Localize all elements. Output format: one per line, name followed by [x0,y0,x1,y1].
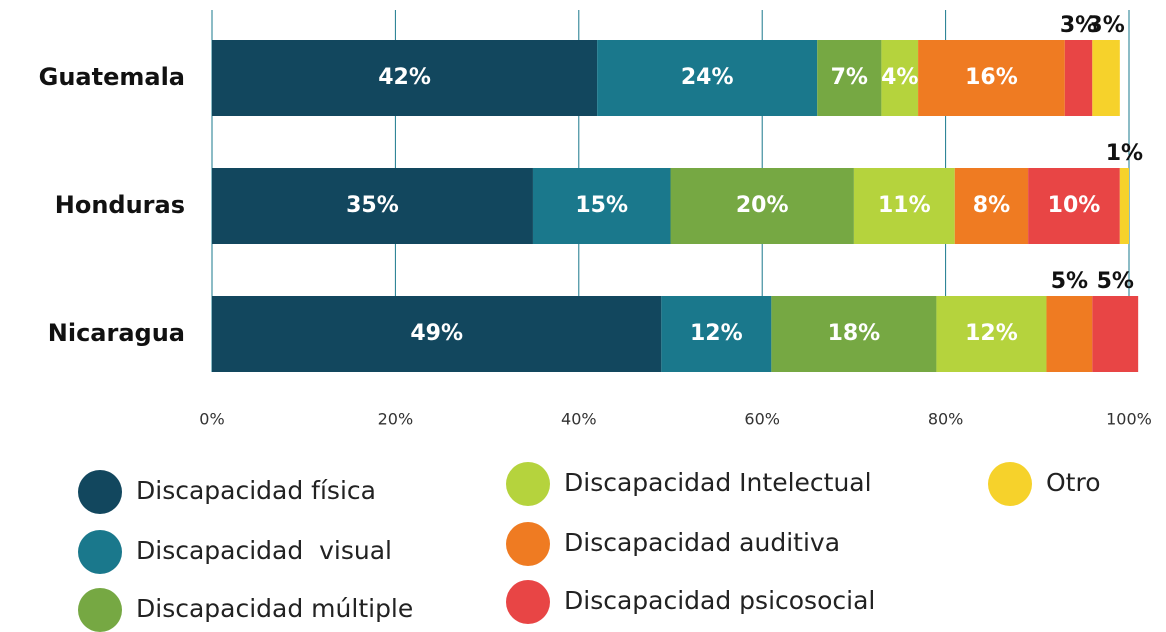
value-label: 12% [690,321,743,346]
bar-segment [1092,296,1139,372]
value-label: 42% [378,65,431,90]
value-label: 35% [346,193,399,218]
bar-segment [670,168,854,244]
legend-swatch [506,522,550,566]
value-label: 15% [575,193,628,218]
value-label: 5% [1097,269,1134,294]
x-tick-label: 60% [744,410,780,429]
bar-segment [1046,296,1093,372]
legend-swatch [78,470,122,514]
value-label: 3% [1060,13,1097,38]
bar-segment [1028,168,1120,244]
bar-segment [954,168,1029,244]
x-tick-label: 40% [561,410,597,429]
bar-segment [1064,40,1093,116]
legend-label: Discapacidad física [136,476,376,505]
legend-label: Discapacidad visual [136,536,392,565]
bar-segment [853,168,955,244]
legend-label: Otro [1046,468,1101,497]
bar-segment [212,296,662,372]
value-label: 3% [1087,13,1124,38]
x-tick-label: 0% [199,410,224,429]
x-tick-label: 80% [928,410,964,429]
value-label: 7% [831,65,868,90]
value-label: 5% [1051,269,1088,294]
bar-segment [918,40,1065,116]
value-label: 1% [1106,141,1143,166]
bar-segment [881,40,919,116]
legend-label: Discapacidad psicosocial [564,586,875,615]
x-tick-label: 20% [378,410,414,429]
value-label: 8% [973,193,1010,218]
category-label: Nicaragua [48,319,185,347]
value-label: 18% [828,321,881,346]
bar-segment [1092,40,1120,116]
legend-label: Discapacidad múltiple [136,594,413,623]
legend-swatch [506,462,550,506]
value-label: 4% [881,65,918,90]
bar-segment [212,168,533,244]
bar-segment [936,296,1047,372]
value-label: 20% [736,193,789,218]
bar-segment [1119,168,1129,244]
legend-label: Discapacidad auditiva [564,528,840,557]
value-label: 24% [681,65,734,90]
bar-segment [597,40,818,116]
bar-segment [817,40,882,116]
value-label: 10% [1048,193,1101,218]
bar-segment [212,40,598,116]
bar-segment [661,296,772,372]
legend-label: Discapacidad Intelectual [564,468,872,497]
legend-swatch [506,580,550,624]
legend-swatch [78,530,122,574]
legend-swatch [988,462,1032,506]
value-label: 11% [878,193,931,218]
category-label: Guatemala [39,63,185,91]
value-label: 49% [410,321,463,346]
bar-segment [532,168,671,244]
legend-swatch [78,588,122,632]
x-tick-label: 100% [1106,410,1152,429]
category-label: Honduras [55,191,185,219]
bar-segment [771,296,937,372]
value-label: 16% [965,65,1018,90]
value-label: 12% [965,321,1018,346]
